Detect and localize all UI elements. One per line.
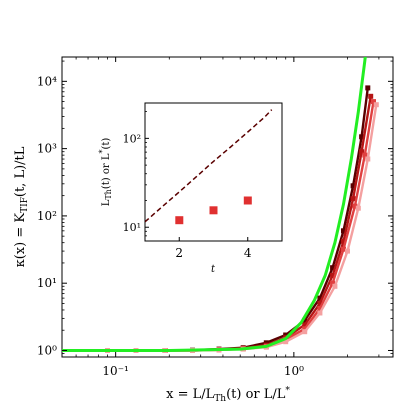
main-series-1-point xyxy=(283,332,289,338)
main-series-layer xyxy=(62,57,379,353)
main-y-tick-label: 10⁰ xyxy=(37,343,57,357)
main-series-4-point xyxy=(283,339,289,345)
inset-square-point xyxy=(175,216,184,225)
main-x-axis-label: x = L/LTh(t) or L/L* xyxy=(166,386,290,404)
main-series-3-point xyxy=(330,280,336,286)
inset-series-1 xyxy=(145,109,273,223)
main-series-4-point xyxy=(332,283,338,289)
main-series-2-point xyxy=(359,149,365,155)
inset-series-0 xyxy=(175,196,252,225)
main-series-2-point xyxy=(330,273,336,278)
inset-x-tick-label: 4 xyxy=(244,246,252,260)
main-series-0 xyxy=(62,57,367,352)
inset-y-axis: 10¹ 10² xyxy=(123,111,149,237)
main-series-1-point xyxy=(365,85,371,91)
main-series-1-point xyxy=(341,228,346,234)
inset-y-tick-label: 10¹ xyxy=(123,221,141,234)
main-series-3-point xyxy=(352,203,358,209)
main-series-1-point xyxy=(359,134,365,140)
main-plot-frame xyxy=(61,56,394,358)
main-series-1-point xyxy=(302,317,308,323)
main-series-1-point xyxy=(317,295,323,301)
main-y-tick-label: 10² xyxy=(37,209,57,223)
main-series-4-point xyxy=(355,205,361,211)
main-series-2-point xyxy=(368,93,374,99)
main-y-tick-label: 10³ xyxy=(37,142,57,156)
main-series-4-point xyxy=(365,156,371,162)
inset-x-axis-label: t xyxy=(211,264,216,275)
inset-series-layer xyxy=(145,109,273,225)
main-series-4-point xyxy=(302,329,308,335)
inset-y-axis-label: LTh(t) or L*(t) xyxy=(98,138,113,207)
main-series-4-point xyxy=(345,248,350,254)
main-series-1-point xyxy=(330,265,336,271)
main-series-4-point xyxy=(317,310,323,316)
main-plot: 10⁻¹ 10⁰ 10⁰ 10¹ 10² 10³ 10⁴ x = L/LTh(t) or … xyxy=(13,56,394,404)
main-y-tick-label: 10¹ xyxy=(37,276,57,290)
main-y-tick-label: 10⁴ xyxy=(37,74,57,88)
main-series-1-point xyxy=(350,183,356,189)
main-y-axis: 10⁰ 10¹ 10² 10³ 10⁴ xyxy=(37,60,393,357)
main-series-3-point xyxy=(302,326,308,332)
main-x-axis: 10⁻¹ 10⁰ xyxy=(75,57,380,378)
main-series-3-point xyxy=(317,306,323,311)
inset-dashed-line xyxy=(145,109,273,223)
main-x-tick-label: 10⁻¹ xyxy=(102,364,128,378)
main-series-3-point xyxy=(371,99,376,105)
main-series-2-point xyxy=(317,300,323,306)
main-series-2-point xyxy=(341,238,346,244)
main-series-3-point xyxy=(341,246,346,252)
inset-plot-background xyxy=(144,102,283,242)
inset-square-point xyxy=(209,206,218,215)
main-series-4-point xyxy=(373,102,379,108)
inset-y-tick-label: 10² xyxy=(123,132,141,145)
main-series-line-0 xyxy=(62,57,367,352)
main-series-2-point xyxy=(302,322,308,328)
inset-x-tick-label: 2 xyxy=(175,246,183,260)
main-series-2-point xyxy=(350,196,356,202)
main-x-tick-label: 10⁰ xyxy=(284,364,304,378)
main-y-axis-label: κ(x) = KTIF(t, L)/tL xyxy=(13,146,30,267)
main-series-3-point xyxy=(362,152,368,158)
inset-square-point xyxy=(243,196,252,205)
